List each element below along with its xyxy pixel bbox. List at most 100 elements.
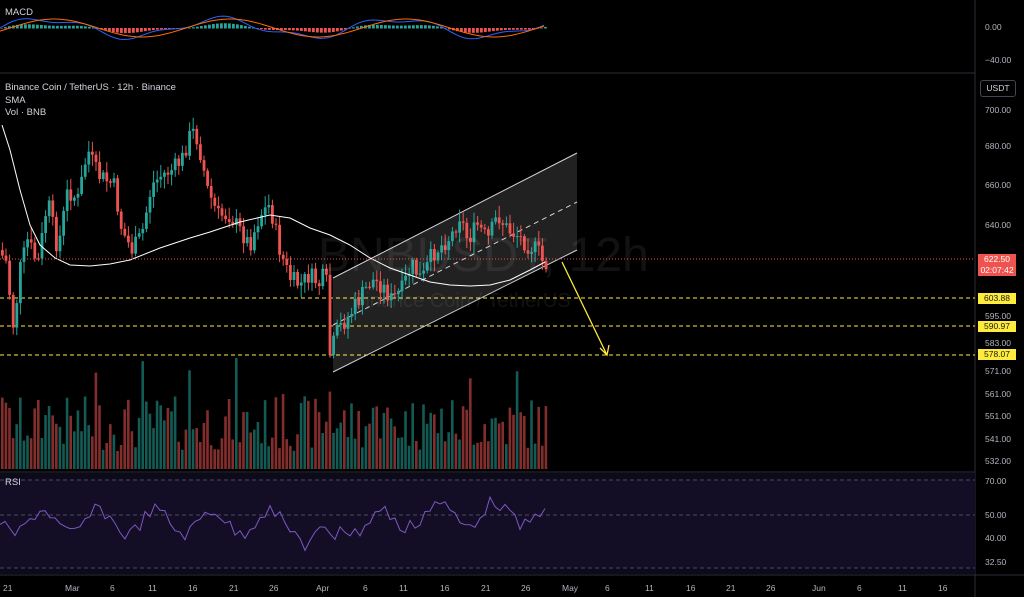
volume-bar <box>393 426 396 469</box>
macd-histogram-bar <box>344 28 347 30</box>
channel-upper-line[interactable] <box>332 152 578 279</box>
volume-bar <box>541 445 544 469</box>
volume-bar <box>335 428 339 469</box>
rsi-label[interactable]: RSI <box>5 477 21 488</box>
forecast-arrow-head <box>599 344 610 357</box>
rsi-tick: 40.00 <box>985 533 1007 543</box>
macd-histogram-bar <box>52 25 55 29</box>
volume-bar <box>472 444 476 469</box>
candle-body <box>364 286 368 288</box>
macd-histogram-bar <box>80 25 83 29</box>
candle-body <box>343 322 346 329</box>
candle-body <box>530 252 533 254</box>
macd-histogram-bar <box>320 28 323 33</box>
macd-histogram-bar <box>16 24 19 29</box>
candle-body <box>537 241 541 246</box>
volume-bar <box>487 441 490 469</box>
volume-bar <box>281 394 285 469</box>
currency-button[interactable]: USDT <box>980 80 1016 97</box>
level-tag[interactable]: 603.88 <box>978 293 1016 304</box>
time-tick: 11 <box>898 583 907 593</box>
channel-median-line[interactable] <box>332 201 578 326</box>
volume-bar <box>159 405 162 469</box>
volume-bar <box>134 447 137 469</box>
candle-body <box>58 235 62 252</box>
symbol-title[interactable]: Binance Coin / TetherUS · 12h · Binance <box>5 82 176 93</box>
candle-body <box>490 221 494 236</box>
macd-histogram-bar <box>212 24 215 29</box>
candle-body <box>245 237 249 244</box>
candle-body <box>479 224 483 228</box>
candle-body <box>209 185 213 198</box>
ascending-channel[interactable] <box>333 153 577 372</box>
forecast-arrow[interactable] <box>561 261 608 356</box>
macd-histogram-bar <box>232 23 235 29</box>
macd-histogram-bar <box>256 28 259 29</box>
macd-histogram-bar <box>392 25 395 29</box>
candle-body <box>177 158 181 166</box>
macd-histogram-bar <box>468 28 471 33</box>
candle-body <box>22 247 26 262</box>
candle-body <box>411 259 415 274</box>
macd-histogram-bar <box>516 28 519 30</box>
macd-histogram-bar <box>208 24 211 29</box>
volume-bar <box>166 407 170 469</box>
candle-body <box>274 223 278 225</box>
time-tick: 26 <box>269 583 279 593</box>
watermark-name: Binance Coin / TetherUS <box>352 290 571 312</box>
volume-bar <box>289 445 292 469</box>
volume-bar <box>123 409 126 469</box>
channel-lower-line[interactable] <box>332 249 578 373</box>
macd-histogram-bar <box>272 28 275 31</box>
volume-bar <box>191 429 195 469</box>
macd-histogram-bar <box>148 28 151 31</box>
volume-bar <box>213 449 216 469</box>
candle-body <box>73 197 76 201</box>
macd-histogram-bar <box>20 24 23 29</box>
candle-body <box>263 207 267 216</box>
current-price-tag[interactable]: 622.50 <box>978 254 1016 265</box>
volume-bar <box>173 396 177 469</box>
candle-body <box>371 279 375 288</box>
candle-body <box>497 217 501 224</box>
candle-body <box>188 130 191 156</box>
volume-bar <box>87 425 90 469</box>
macd-histogram-bar <box>168 28 171 29</box>
price-tick: 541.00 <box>985 434 1011 444</box>
volume-bar <box>29 438 33 469</box>
volume-bar <box>26 435 29 469</box>
candle-body <box>173 158 177 171</box>
macd-histogram-bar <box>488 28 491 32</box>
sma-label[interactable]: SMA <box>5 95 26 106</box>
volume-label[interactable]: Vol · BNB <box>5 107 47 118</box>
volume-bar <box>112 434 116 469</box>
volume-bar <box>80 431 83 469</box>
volume-bar <box>245 412 249 469</box>
volume-bar <box>47 406 51 469</box>
volume-bar <box>501 421 504 469</box>
macd-label[interactable]: MACD <box>5 7 33 18</box>
volume-bar <box>119 445 123 469</box>
volume-bar <box>44 415 47 469</box>
level-tag[interactable]: 578.07 <box>978 349 1016 360</box>
macd-histogram-bar <box>56 25 59 29</box>
volume-bar <box>321 433 324 469</box>
candle-body <box>51 200 55 217</box>
volume-bar <box>440 408 443 469</box>
candle-body <box>321 268 325 287</box>
volume-bar <box>127 399 130 469</box>
volume-bar <box>58 426 62 469</box>
candle-body <box>195 128 199 145</box>
volume-bar <box>209 445 213 469</box>
time-tick: May <box>562 583 579 593</box>
volume-bar <box>350 403 353 469</box>
macd-histogram-bar <box>160 28 163 30</box>
volume-bar <box>217 449 220 469</box>
candle-body <box>310 268 314 283</box>
volume-bar <box>371 407 375 469</box>
volume-bars <box>1 357 548 469</box>
candle-body <box>523 236 526 251</box>
support-levels[interactable] <box>0 297 975 356</box>
level-tag[interactable]: 590.97 <box>978 321 1016 332</box>
